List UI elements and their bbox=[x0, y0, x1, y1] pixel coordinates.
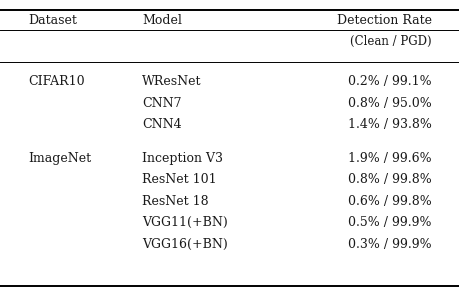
Text: 0.8% / 95.0%: 0.8% / 95.0% bbox=[347, 96, 431, 110]
Text: ResNet 18: ResNet 18 bbox=[142, 194, 208, 208]
Text: Inception V3: Inception V3 bbox=[142, 152, 223, 164]
Text: 0.6% / 99.8%: 0.6% / 99.8% bbox=[347, 194, 431, 208]
Text: 0.2% / 99.1%: 0.2% / 99.1% bbox=[347, 75, 431, 88]
Text: 0.3% / 99.9%: 0.3% / 99.9% bbox=[347, 237, 431, 251]
Text: ImageNet: ImageNet bbox=[28, 152, 91, 164]
Text: CNN4: CNN4 bbox=[142, 118, 181, 131]
Text: Detection Rate: Detection Rate bbox=[336, 14, 431, 27]
Text: 0.8% / 99.8%: 0.8% / 99.8% bbox=[347, 173, 431, 186]
Text: 0.5% / 99.9%: 0.5% / 99.9% bbox=[348, 216, 431, 229]
Text: WResNet: WResNet bbox=[142, 75, 201, 88]
Text: VGG11(+BN): VGG11(+BN) bbox=[142, 216, 227, 229]
Text: CIFAR10: CIFAR10 bbox=[28, 75, 84, 88]
Text: CNN7: CNN7 bbox=[142, 96, 181, 110]
Text: 1.9% / 99.6%: 1.9% / 99.6% bbox=[347, 152, 431, 164]
Text: ResNet 101: ResNet 101 bbox=[142, 173, 216, 186]
Text: (Clean / PGD): (Clean / PGD) bbox=[350, 35, 431, 48]
Text: 1.4% / 93.8%: 1.4% / 93.8% bbox=[347, 118, 431, 131]
Text: Model: Model bbox=[142, 14, 181, 27]
Text: VGG16(+BN): VGG16(+BN) bbox=[142, 237, 227, 251]
Text: Dataset: Dataset bbox=[28, 14, 77, 27]
